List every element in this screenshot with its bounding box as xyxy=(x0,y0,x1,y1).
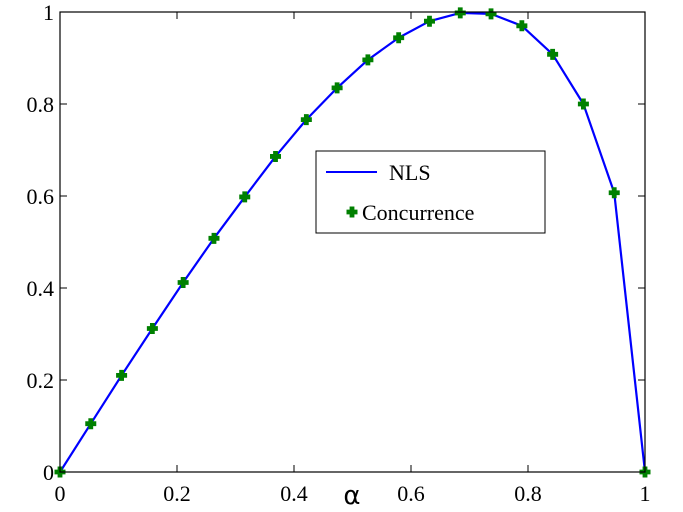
data-point-concurrence xyxy=(608,187,620,199)
ticks-layer: 0 0.2 0.4 0.6 0.8 1 0 0.2 0.4 0.6 0.8 1 xyxy=(27,0,651,506)
x-tick-label: 0.4 xyxy=(280,481,308,506)
legend-concurrence-marker xyxy=(346,206,358,218)
data-point-concurrence xyxy=(331,82,343,94)
y-tick-label: 0.4 xyxy=(27,276,55,301)
y-tick-label: 0.6 xyxy=(27,184,55,209)
x-tick-label: 0.6 xyxy=(397,481,425,506)
y-tick-label: 1 xyxy=(43,0,54,25)
data-point-concurrence xyxy=(393,32,405,44)
x-tick-label: 0 xyxy=(55,481,66,506)
data-point-concurrence xyxy=(423,15,435,27)
data-point-concurrence xyxy=(116,369,128,381)
data-point-concurrence xyxy=(208,232,220,244)
data-point-concurrence xyxy=(177,276,189,288)
legend-box xyxy=(315,150,546,234)
x-axis-title: α xyxy=(343,481,360,511)
legend: NLS Concurrence xyxy=(315,150,546,234)
data-point-concurrence xyxy=(485,8,497,20)
y-tick-label: 0 xyxy=(43,460,54,485)
plot-frame xyxy=(59,11,646,473)
x-tick-label: 1 xyxy=(640,481,651,506)
y-tick-label: 0.8 xyxy=(27,92,55,117)
series-line-nls xyxy=(59,11,647,473)
data-point-concurrence xyxy=(454,7,466,19)
x-tick-label: 0.8 xyxy=(514,481,542,506)
x-tick-label: 0.2 xyxy=(163,481,191,506)
data-point-concurrence xyxy=(362,54,374,66)
legend-nls-label: NLS xyxy=(389,160,431,185)
y-tick-label: 0.2 xyxy=(27,368,55,393)
legend-concurrence-label: Concurrence xyxy=(362,200,474,225)
data-point-concurrence xyxy=(146,322,158,334)
data-point-concurrence xyxy=(239,191,251,203)
series-layer xyxy=(54,7,651,478)
data-point-concurrence xyxy=(85,418,97,430)
data-point-concurrence xyxy=(270,150,282,162)
data-point-concurrence xyxy=(577,98,589,110)
data-point-concurrence xyxy=(300,114,312,126)
data-point-concurrence xyxy=(516,20,528,32)
data-point-concurrence xyxy=(547,48,559,60)
